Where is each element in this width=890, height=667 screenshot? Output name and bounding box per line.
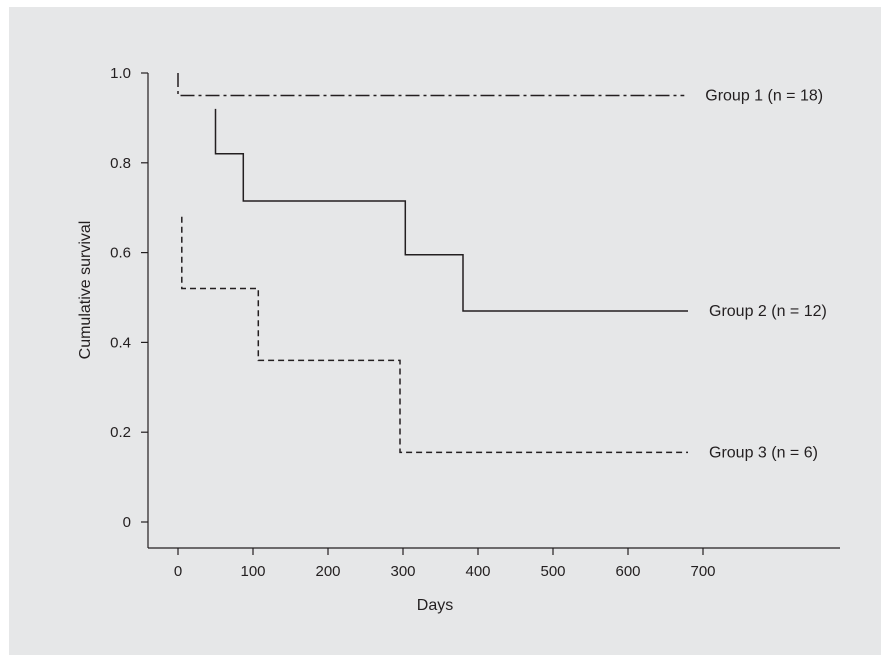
y-tick-label: 0.2 bbox=[110, 424, 131, 441]
x-tick-label: 0 bbox=[174, 563, 182, 580]
series-label-group-3: Group 3 (n = 6) bbox=[709, 444, 818, 461]
x-tick-label: 400 bbox=[465, 563, 490, 580]
series-line-group-1 bbox=[177, 73, 685, 97]
y-tick-label: 0.8 bbox=[110, 155, 131, 172]
x-tick-label: 100 bbox=[240, 563, 265, 580]
curves: Group 1 (n = 18) Group 2 (n = 12) Group 3 … bbox=[177, 73, 827, 461]
axes bbox=[147, 73, 840, 549]
x-tick-label: 600 bbox=[615, 563, 640, 580]
x-tick-label: 200 bbox=[315, 563, 340, 580]
ticks: 0 0.2 0.4 0.6 0.8 1.0 0 100 200 300 400 500 600 700 bbox=[110, 65, 715, 580]
x-axis-label: Days bbox=[417, 597, 453, 614]
series-label-group-1: Group 1 (n = 18) bbox=[705, 87, 823, 104]
chart-panel bbox=[9, 7, 881, 655]
labels: Days Cumulative survival bbox=[77, 221, 453, 614]
y-tick-label: 0 bbox=[123, 514, 131, 531]
series-label-group-2: Group 2 (n = 12) bbox=[709, 303, 827, 320]
series-line-group-3 bbox=[181, 216, 688, 454]
x-tick-label: 700 bbox=[690, 563, 715, 580]
y-tick-label: 1.0 bbox=[110, 65, 131, 82]
x-tick-label: 300 bbox=[390, 563, 415, 580]
y-axis-label: Cumulative survival bbox=[77, 221, 94, 360]
y-tick-label: 0.6 bbox=[110, 245, 131, 262]
x-tick-label: 500 bbox=[540, 563, 565, 580]
series-line-group-2 bbox=[214, 108, 688, 312]
y-tick-label: 0.4 bbox=[110, 334, 131, 351]
